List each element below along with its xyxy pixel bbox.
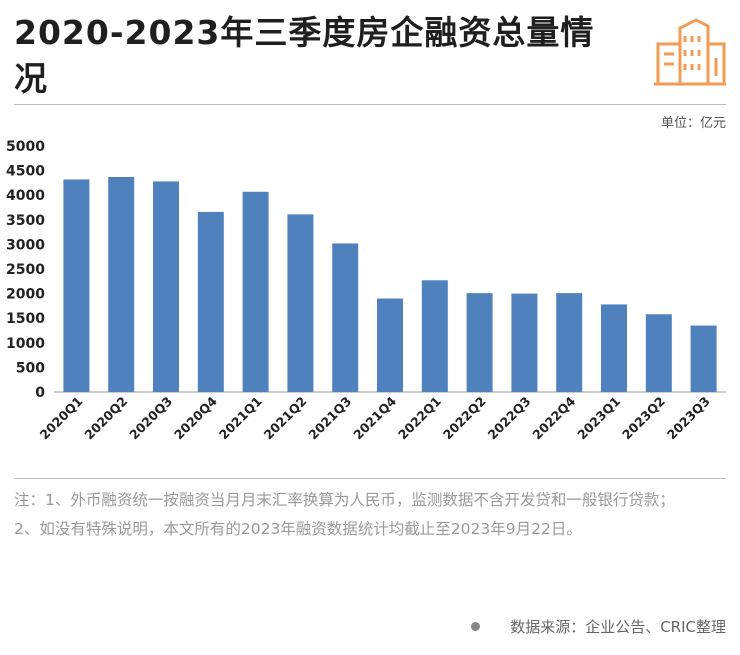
bar — [197, 211, 224, 392]
bar — [108, 176, 135, 392]
x-tick-label: 2021Q3 — [305, 394, 354, 443]
unit-label: 单位：亿元 — [660, 116, 726, 131]
x-tick-label: 2022Q2 — [440, 394, 489, 443]
footnote-1: 注：1、外币融资统一按融资当月月末汇率换算为人民币，监测数据不含开发贷和一般银行… — [14, 491, 675, 509]
y-tick-label: 2500 — [6, 262, 45, 278]
y-tick-label: 4500 — [6, 164, 45, 180]
bar — [242, 191, 269, 392]
bar — [466, 293, 493, 392]
bar — [332, 243, 359, 392]
x-tick-label: 2022Q1 — [395, 394, 444, 443]
y-tick-label: 3500 — [6, 213, 45, 229]
y-tick-label: 3000 — [6, 237, 45, 253]
data-source: 数据来源：企业公告、CRIC整理 — [471, 616, 726, 637]
x-tick-label: 2021Q1 — [216, 394, 265, 443]
y-tick-label: 500 — [16, 360, 45, 376]
y-tick-label: 2000 — [6, 287, 45, 303]
bullet-dot — [471, 622, 481, 631]
footnotes: 注：1、外币融资统一按融资当月月末汇率换算为人民币，监测数据不含开发贷和一般银行… — [14, 486, 726, 544]
x-tick-label: 2020Q4 — [171, 393, 220, 442]
y-tick-label: 1500 — [6, 311, 45, 327]
y-tick-label: 5000 — [6, 139, 45, 155]
x-tick-label: 2023Q1 — [574, 394, 623, 443]
x-tick-label: 2021Q4 — [350, 393, 399, 442]
bar — [63, 179, 90, 392]
bar-chart: 0 500 1000 1500 2000 2500 3000 3500 4000 4500 5000… — [6, 139, 726, 443]
y-tick-label: 4000 — [6, 188, 45, 204]
y-tick-label: 1000 — [6, 336, 45, 352]
source-text: 数据来源：企业公告、CRIC整理 — [510, 618, 726, 636]
bar — [421, 280, 448, 392]
x-tick-label: 2023Q2 — [619, 394, 668, 443]
x-tick-label: 2020Q3 — [126, 394, 175, 443]
bar — [645, 314, 672, 392]
bar — [690, 325, 717, 392]
x-tick-label: 2020Q2 — [81, 394, 130, 443]
x-tick-label: 2022Q3 — [485, 394, 534, 443]
bar — [377, 298, 403, 392]
bar — [153, 181, 179, 392]
title-divider — [14, 104, 726, 105]
chart-title: 2020-2023年三季度房企融资总量情况 — [14, 13, 595, 98]
building-icon — [654, 18, 726, 86]
bar — [287, 214, 314, 392]
x-tick-label: 2022Q4 — [529, 393, 578, 442]
chart-divider — [14, 478, 726, 479]
footnote-2: 2、如没有特殊说明，本文所有的2023年融资数据统计均截止至2023年9月22日… — [14, 520, 582, 538]
y-tick-label: 0 — [35, 385, 45, 401]
x-tick-label: 2023Q3 — [664, 394, 713, 443]
bar — [601, 304, 627, 392]
bar — [556, 293, 583, 392]
bar — [511, 293, 538, 392]
x-tick-label: 2021Q2 — [261, 394, 310, 443]
